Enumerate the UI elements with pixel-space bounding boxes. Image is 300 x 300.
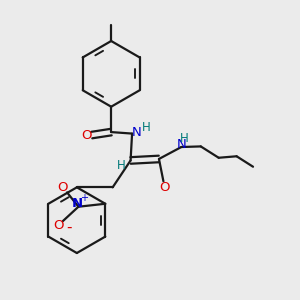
Text: O: O: [53, 219, 64, 232]
Text: N: N: [176, 137, 186, 151]
Text: O: O: [81, 129, 92, 142]
Text: H: H: [180, 132, 189, 145]
Text: O: O: [160, 181, 170, 194]
Text: H: H: [142, 121, 151, 134]
Text: H: H: [117, 159, 126, 172]
Text: N: N: [132, 126, 141, 139]
Text: O: O: [57, 182, 68, 194]
Text: -: -: [66, 220, 72, 235]
Text: +: +: [80, 194, 88, 203]
Text: N: N: [72, 197, 83, 210]
